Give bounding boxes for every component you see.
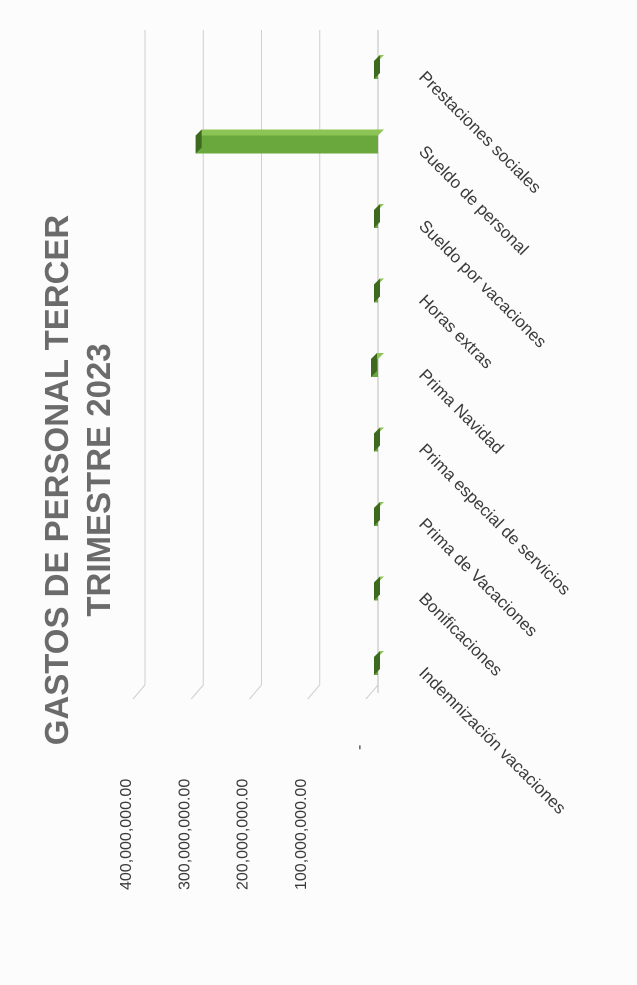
category-label: Horas extras: [415, 291, 497, 373]
bar-side: [374, 651, 380, 675]
bar-side: [371, 353, 378, 377]
bar-side: [195, 129, 202, 154]
tick-label: 200,000,000.00: [235, 779, 252, 890]
category-label: Prima especial de servicios: [415, 440, 574, 599]
bar: [195, 135, 378, 154]
bar-side: [374, 278, 380, 303]
chart-title-line: GASTOS DE PERSONAL TERCER: [38, 215, 75, 746]
category-label: Prestaciones sociales: [415, 67, 545, 197]
bar-top: [195, 129, 384, 136]
bar-side: [374, 576, 380, 601]
category-label: Sueldo por vacaciones: [415, 216, 550, 351]
category-label: Indemnización vacaciones: [415, 663, 569, 817]
tick-label: 400,000,000.00: [118, 779, 135, 890]
gridline-depth: [365, 684, 379, 700]
tick-label: 300,000,000.00: [176, 779, 193, 890]
gridline-depth: [132, 684, 146, 700]
tick-label: 100,000,000.00: [293, 779, 310, 890]
bar-side: [374, 204, 380, 228]
gridline-depth: [249, 684, 262, 700]
chart-title-line: TRIMESTRE 2023: [80, 343, 117, 616]
bar-side: [374, 55, 380, 79]
bar-side: [374, 427, 380, 452]
gridline-depth: [307, 684, 321, 700]
gridline-depth: [190, 684, 204, 700]
bar-side: [374, 502, 380, 526]
tick-label: -: [351, 745, 368, 750]
